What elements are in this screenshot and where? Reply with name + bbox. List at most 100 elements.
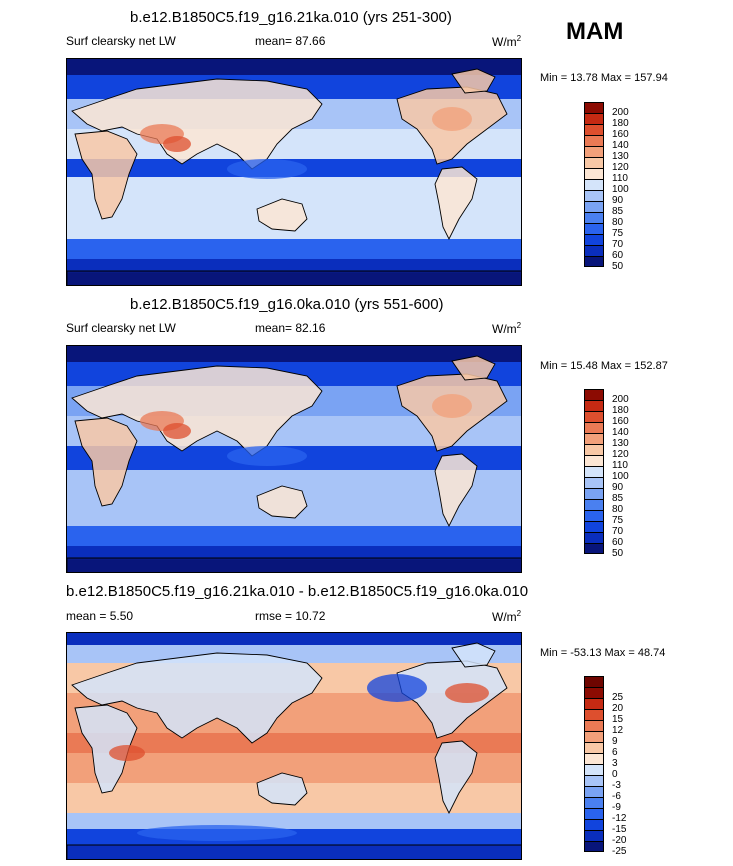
colorbar-box (584, 455, 604, 466)
panel-3-rmse: rmse = 10.72 (255, 609, 325, 623)
colorbar-box (584, 256, 604, 267)
field-band (67, 633, 521, 645)
panel-2-mean: mean= 82.16 (255, 321, 325, 335)
colorbar-tick-label: 60 (612, 250, 624, 261)
colorbar-tick-label: 90 (612, 482, 624, 493)
colorbar-tick-label: 80 (612, 504, 624, 515)
colorbar-box (584, 488, 604, 499)
colorbar-box (584, 157, 604, 168)
panel-1-colorbar (584, 102, 604, 267)
field-band (67, 813, 521, 829)
colorbar-box (584, 687, 604, 698)
colorbar-box (584, 113, 604, 124)
colorbar-box (584, 146, 604, 157)
colorbar-tick-label: 60 (612, 537, 624, 548)
panel-2-variable-label: Surf clearsky net LW (66, 321, 176, 335)
coastline (71, 652, 323, 744)
colorbar-tick-label: 130 (612, 438, 629, 449)
colorbar-tick-label: 160 (612, 129, 629, 140)
coastline (67, 557, 521, 572)
field-band (67, 239, 521, 259)
colorbar-tick-label: 100 (612, 184, 629, 195)
field-band (67, 733, 521, 753)
colorbar-tick-label: 180 (612, 405, 629, 416)
colorbar-box (584, 775, 604, 786)
colorbar-tick-label: -6 (612, 791, 621, 802)
colorbar-box (584, 808, 604, 819)
coastline (434, 453, 478, 528)
field-band (67, 177, 521, 199)
colorbar-box (584, 698, 604, 709)
panel-2-minmax: Min = 15.48 Max = 152.87 (540, 360, 668, 372)
colorbar-box (584, 731, 604, 742)
panel-3-mean: mean = 5.50 (66, 609, 134, 623)
panel-1-variable-label: Surf clearsky net LW (66, 34, 176, 48)
panel-2-title: b.e12.B1850C5.f19_g16.0ka.010 (yrs 551-6… (130, 296, 444, 313)
colorbar-box (584, 190, 604, 201)
coastline (67, 270, 521, 285)
field-band (67, 259, 521, 273)
colorbar-tick-label: 85 (612, 493, 624, 504)
colorbar-tick-label: 25 (612, 692, 624, 703)
colorbar-box (584, 433, 604, 444)
colorbar-tick-label: 9 (612, 736, 618, 747)
field-anomaly (227, 446, 307, 466)
colorbar-box (584, 753, 604, 764)
panel-2-mean-label: mean= (255, 321, 293, 335)
colorbar-tick-label: 85 (612, 206, 624, 217)
field-band (67, 346, 521, 362)
colorbar-box (584, 400, 604, 411)
colorbar-box (584, 389, 604, 400)
colorbar-tick-label: -15 (612, 824, 627, 835)
panel-3-title: b.e12.B1850C5.f19_g16.21ka.010 - b.e12.B… (66, 583, 529, 600)
colorbar-box (584, 234, 604, 245)
coastline (256, 772, 308, 806)
field-band (67, 546, 521, 560)
colorbar-box (584, 201, 604, 212)
map-field (67, 633, 521, 859)
colorbar-tick-label: 15 (612, 714, 624, 725)
field-anomaly (432, 394, 472, 418)
coastline (74, 417, 138, 507)
colorbar-tick-label: 160 (612, 416, 629, 427)
panel-1-mean: mean= 87.66 (255, 34, 325, 48)
colorbar-tick-label: 100 (612, 471, 629, 482)
colorbar-box (584, 411, 604, 422)
colorbar-tick-label: 200 (612, 107, 629, 118)
colorbar-tick-label: 120 (612, 449, 629, 460)
colorbar-box (584, 212, 604, 223)
panel-2-mean-value: 82.16 (295, 321, 326, 335)
panel-1-units: W/m2 (492, 34, 522, 49)
panel-2-map (66, 345, 522, 573)
coastline (74, 130, 138, 220)
panel-1-mean-value: 87.66 (295, 34, 326, 48)
colorbar-box (584, 709, 604, 720)
panel-1-title: b.e12.B1850C5.f19_g16.21ka.010 (yrs 251-… (130, 9, 452, 26)
field-anomaly (367, 674, 427, 702)
field-band (67, 526, 521, 546)
panel-3-units: W/m2 (492, 609, 522, 624)
field-band (67, 59, 521, 75)
field-anomaly (227, 159, 307, 179)
colorbar-box (584, 102, 604, 113)
colorbar-box (584, 466, 604, 477)
colorbar-tick-label: -12 (612, 813, 627, 824)
colorbar-tick-label: 140 (612, 427, 629, 438)
colorbar-box (584, 720, 604, 731)
coastline (256, 198, 308, 232)
coastline (434, 740, 478, 815)
colorbar-tick-label: 50 (612, 261, 624, 272)
panel-2-units: W/m2 (492, 321, 522, 336)
field-anomaly (163, 136, 191, 152)
colorbar-box (584, 830, 604, 841)
colorbar-tick-label: 110 (612, 460, 628, 471)
colorbar-tick-label: 75 (612, 515, 624, 526)
colorbar-box (584, 532, 604, 543)
colorbar-box (584, 742, 604, 753)
colorbar-box (584, 499, 604, 510)
colorbar-tick-label: 80 (612, 217, 624, 228)
colorbar-box (584, 179, 604, 190)
coastline (451, 642, 496, 668)
colorbar-tick-label: 70 (612, 526, 624, 537)
colorbar-box (584, 135, 604, 146)
